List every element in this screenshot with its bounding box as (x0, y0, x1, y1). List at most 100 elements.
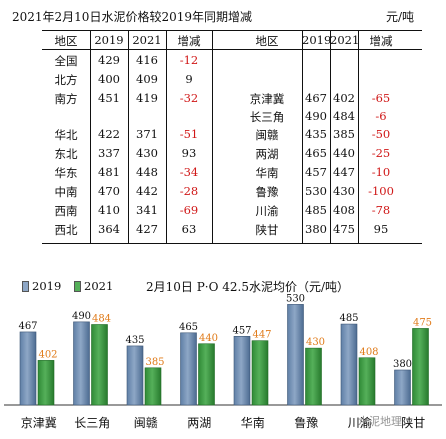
data-label-2019: 380 (393, 359, 412, 370)
left-table-col-rule (90, 30, 91, 243)
left-table-cell: -34 (179, 165, 199, 179)
left-table-cell: -69 (179, 203, 199, 217)
right-table-cell: 435 (305, 127, 327, 141)
table-header-rule (42, 49, 422, 50)
right-table-cell: 408 (333, 203, 355, 217)
left-table-cell: 北方 (54, 73, 78, 87)
data-label-2021: 484 (92, 314, 111, 325)
unit-label: 元/吨 (386, 10, 415, 24)
right-table-cell: -100 (368, 184, 394, 198)
legend-2019-swatch (22, 280, 29, 292)
left-table-cell: 中南 (54, 185, 78, 199)
bar-2019 (180, 332, 197, 406)
bar-2021 (358, 357, 376, 406)
right-table-cell: 447 (333, 165, 355, 179)
left-table-cell: 400 (98, 72, 120, 86)
left-table-cell: 华北 (54, 128, 78, 142)
right-table-cell: 两湖 (255, 147, 279, 161)
right-table-col-rule (302, 30, 303, 243)
left-table-header-cell: 2019 (94, 33, 124, 47)
table-title: 2021年2月10日水泥价格较2019年同期增减 (12, 10, 252, 24)
right-table-cell: -25 (371, 146, 391, 160)
left-table-cell: 409 (136, 72, 158, 86)
right-table-cell: 华南 (255, 166, 279, 180)
right-table-header-cell: 2021 (330, 33, 360, 47)
bar-2021 (144, 367, 162, 406)
x-tick-label: 华南 (241, 415, 265, 430)
left-table-col-rule (128, 30, 129, 243)
right-table-cell: 川渝 (255, 204, 279, 218)
left-table-header-cell: 增减 (177, 34, 201, 48)
watermark-label: 水泥地理 (358, 415, 402, 428)
right-table-cell: 京津冀 (249, 92, 285, 106)
legend-2021-label: 2021 (84, 279, 114, 293)
right-table-cell: 465 (305, 146, 327, 160)
bar-2019 (233, 336, 251, 406)
bar-2019 (73, 321, 90, 406)
left-table-cell: 451 (98, 91, 120, 105)
table-top-rule (42, 30, 422, 31)
left-table-header-cell: 地区 (54, 34, 78, 48)
left-table-cell: 9 (185, 72, 193, 86)
left-table-cell: 371 (136, 127, 158, 141)
x-tick-label: 闽赣 (134, 416, 158, 430)
left-table-col-rule (212, 30, 213, 243)
x-tick-label: 陕甘 (401, 415, 425, 430)
left-table-cell: 429 (98, 53, 120, 67)
table-bottom-rule (42, 243, 422, 244)
right-table-col-rule (358, 30, 359, 243)
legend-2019: 2019 (22, 279, 61, 293)
right-table-col-rule (330, 30, 331, 243)
left-table-cell: 427 (136, 222, 158, 236)
x-tick-label: 长三角 (74, 416, 110, 430)
data-label-2019: 465 (179, 322, 198, 333)
right-table-cell: -6 (375, 109, 387, 123)
bar-2021 (412, 328, 429, 406)
right-table-header-cell: 地区 (255, 34, 279, 48)
left-table-col-rule (166, 30, 167, 243)
right-table-cell: 467 (305, 91, 327, 105)
right-table-cell: -50 (371, 127, 391, 141)
data-label-2021: 408 (359, 347, 378, 358)
right-table-cell: 陕甘 (255, 223, 279, 237)
x-tick-label: 川渝 (348, 415, 372, 430)
data-label-2019: 485 (339, 313, 358, 324)
right-table-cell: 鲁豫 (255, 185, 279, 199)
left-table-cell: 448 (136, 165, 158, 179)
data-label-2019: 490 (72, 311, 91, 322)
data-label-2021: 402 (38, 349, 57, 360)
data-label-2021: 385 (145, 357, 164, 368)
legend-2021: 2021 (74, 279, 113, 293)
left-table-cell: 东北 (54, 147, 78, 161)
bar-2019 (394, 369, 411, 406)
left-table-cell: 341 (136, 203, 158, 217)
right-table-cell: 430 (333, 184, 355, 198)
left-table-cell: 419 (136, 91, 158, 105)
left-table-cell: -12 (179, 53, 199, 67)
bar-2019 (19, 331, 37, 406)
left-table-cell: 442 (136, 184, 158, 198)
left-table-cell: 430 (136, 146, 158, 160)
x-tick-label: 两湖 (187, 415, 211, 430)
right-table-header-cell: 2019 (302, 33, 332, 47)
right-table-cell: 484 (333, 109, 355, 123)
right-table-cell: 440 (333, 146, 355, 160)
right-table-cell: 95 (373, 222, 389, 236)
data-label-2021: 447 (252, 330, 271, 341)
left-table-cell: 华东 (54, 166, 78, 180)
x-tick-label: 鲁豫 (294, 416, 318, 430)
data-label-2019: 467 (18, 321, 37, 332)
right-table-cell: 380 (305, 222, 327, 236)
right-table-cell: -65 (371, 91, 391, 105)
left-table-cell: 416 (136, 53, 158, 67)
chart-title: 2月10日 P·O 42.5水泥均价（元/吨） (146, 280, 350, 294)
right-table-cell: 闽赣 (255, 128, 279, 142)
x-tick-label: 京津冀 (21, 416, 57, 430)
bar-2019 (340, 323, 358, 406)
bar-2021 (37, 360, 55, 406)
left-table-cell: 西北 (54, 223, 78, 237)
right-table-cell: 385 (333, 127, 355, 141)
left-table-cell: 410 (98, 203, 120, 217)
bar-2019 (287, 304, 304, 406)
